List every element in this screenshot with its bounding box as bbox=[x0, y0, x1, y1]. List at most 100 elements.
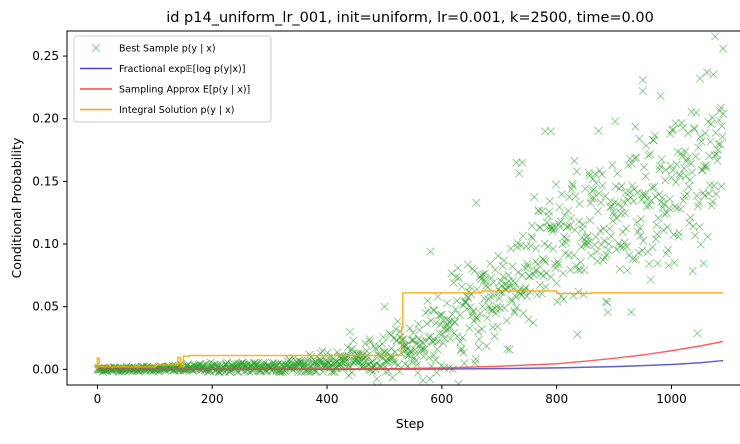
scatter-point bbox=[615, 265, 624, 274]
scatter-point bbox=[710, 32, 720, 41]
scatter-point bbox=[581, 184, 590, 193]
scatter-point bbox=[585, 216, 595, 225]
scatter-point bbox=[528, 318, 538, 327]
scatter-point bbox=[576, 265, 585, 275]
scatter-point bbox=[669, 125, 678, 134]
scatter-point bbox=[499, 272, 508, 281]
scatter-point bbox=[483, 283, 492, 292]
scatter-point bbox=[683, 154, 692, 163]
scatter-point bbox=[697, 137, 706, 146]
scatter-point bbox=[487, 273, 496, 283]
scatter-point bbox=[541, 282, 550, 291]
scatter-point bbox=[425, 374, 434, 384]
scatter-point bbox=[450, 318, 460, 327]
scatter-point bbox=[365, 334, 374, 344]
x-tick-label: 400 bbox=[316, 392, 339, 406]
scatter-point bbox=[493, 251, 503, 261]
scatter-point bbox=[638, 246, 647, 255]
scatter-point bbox=[407, 336, 416, 345]
scatter-point bbox=[673, 204, 682, 213]
scatter-point bbox=[620, 209, 630, 218]
scatter-point bbox=[621, 188, 630, 198]
scatter-point bbox=[646, 149, 655, 159]
x-tick-label: 1000 bbox=[656, 392, 687, 406]
scatter-point bbox=[623, 266, 632, 275]
scatter-point bbox=[704, 189, 713, 198]
scatter-point bbox=[649, 136, 658, 145]
scatter-point bbox=[538, 207, 547, 216]
x-tick-label: 800 bbox=[545, 392, 568, 406]
scatter-point bbox=[608, 216, 618, 225]
scatter-point bbox=[709, 181, 719, 190]
scatter-point bbox=[474, 342, 483, 352]
scatter-point bbox=[418, 376, 428, 385]
scatter-point bbox=[453, 332, 462, 341]
scatter-point bbox=[617, 182, 626, 191]
scatter-point bbox=[545, 197, 554, 206]
scatter-point bbox=[602, 250, 611, 259]
scatter-point bbox=[658, 193, 667, 202]
scatter-point bbox=[714, 116, 724, 125]
scatter-point bbox=[433, 292, 442, 301]
scatter-point bbox=[499, 256, 509, 265]
scatter-point bbox=[703, 232, 712, 241]
scatter-point bbox=[423, 296, 432, 305]
scatter-point bbox=[411, 348, 420, 358]
scatter-point bbox=[683, 129, 693, 138]
scatter-point bbox=[635, 224, 645, 233]
scatter-point bbox=[690, 231, 700, 240]
scatter-point bbox=[541, 257, 550, 267]
scatter-point bbox=[413, 368, 422, 377]
scatter-point bbox=[702, 68, 712, 77]
scatter-point bbox=[394, 360, 403, 369]
scatter-point bbox=[694, 198, 704, 207]
scatter-point bbox=[477, 324, 487, 334]
scatter-point bbox=[483, 313, 492, 323]
scatter-point bbox=[636, 231, 645, 241]
scatter-point bbox=[596, 198, 606, 207]
scatter-point bbox=[303, 356, 313, 366]
scatter-point bbox=[714, 139, 723, 149]
scatter-point bbox=[536, 223, 545, 232]
scatter-point bbox=[448, 310, 457, 319]
scatter-point bbox=[415, 325, 424, 335]
scatter-point bbox=[534, 207, 544, 216]
scatter-point bbox=[457, 344, 466, 353]
legend: Best Sample p(y | x) Fractional exp𝔼[log … bbox=[73, 35, 272, 123]
scatter-point bbox=[476, 309, 485, 318]
scatter-point bbox=[405, 324, 414, 333]
scatter-point bbox=[700, 191, 709, 200]
scatter-point bbox=[701, 161, 711, 170]
scatter-point bbox=[568, 181, 577, 191]
x-tick-label: 600 bbox=[430, 392, 453, 406]
scatter-point bbox=[597, 170, 607, 179]
scatter-point bbox=[452, 296, 461, 305]
y-axis-ticks: 0.00 0.05 0.10 0.15 0.20 0.25 bbox=[32, 49, 67, 376]
scatter-point bbox=[586, 198, 595, 208]
scatter-point bbox=[597, 240, 606, 249]
scatter-point bbox=[516, 241, 526, 250]
scatter-point bbox=[566, 265, 575, 275]
scatter-point bbox=[642, 141, 651, 150]
scatter-point bbox=[675, 170, 684, 179]
scatter-point bbox=[530, 267, 540, 276]
scatter-point bbox=[530, 192, 539, 202]
scatter-point bbox=[646, 275, 655, 284]
scatter-point bbox=[393, 317, 402, 326]
scatter-point bbox=[653, 259, 662, 268]
scatter-point bbox=[692, 108, 701, 117]
x-axis-label: Step bbox=[396, 416, 425, 431]
legend-entry: Best Sample p(y | x) bbox=[91, 44, 216, 55]
scatter-point bbox=[612, 214, 622, 223]
scatter-point bbox=[578, 220, 588, 229]
scatter-point bbox=[342, 352, 351, 361]
scatter-point bbox=[691, 152, 700, 161]
scatter-point bbox=[573, 265, 583, 274]
scatter-point bbox=[574, 217, 584, 226]
scatter-point bbox=[625, 188, 634, 197]
scatter-point bbox=[661, 165, 670, 175]
scatter-point bbox=[478, 302, 487, 311]
scatter-point bbox=[641, 172, 650, 181]
scatter-point bbox=[672, 160, 681, 169]
scatter-point bbox=[607, 232, 616, 241]
